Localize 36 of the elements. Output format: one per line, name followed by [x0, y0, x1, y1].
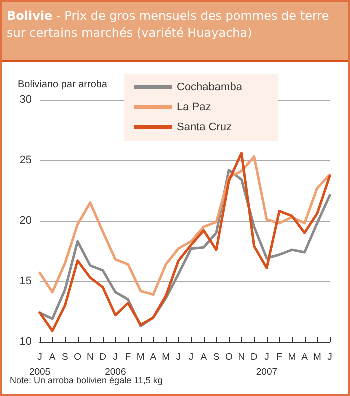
- line-series: [38, 156, 332, 296]
- y-tick-label: 15: [20, 276, 32, 288]
- y-tick-label: 10: [20, 336, 32, 348]
- x-tick-label: M: [288, 352, 296, 363]
- x-tick-label: A: [49, 352, 56, 363]
- x-tick-label: M: [136, 352, 145, 363]
- y-axis-title: Boliviano par arroba: [18, 80, 108, 90]
- x-tick-label: S: [62, 352, 68, 363]
- x-tick-label: J 2007: [256, 352, 278, 378]
- x-tick-label: J 2006: [105, 352, 126, 378]
- x-tick-label: A: [150, 352, 158, 363]
- x-tick-label: N: [238, 352, 246, 363]
- x-tick-label: J 2005: [29, 352, 51, 378]
- x-tick-label: A: [302, 352, 309, 363]
- y-tick-label: 30: [20, 94, 32, 106]
- legend-label: Santa Cruz: [177, 122, 232, 134]
- chart-title: Bolivie - Prix de gros mensuels des pommes de terre sur certains marchés (variété Huayacha): [2, 2, 348, 62]
- x-tick-label: O: [74, 352, 82, 363]
- y-tick-label: 20: [20, 215, 32, 227]
- x-tick-label: S: [213, 352, 220, 363]
- x-tick-label: A: [200, 352, 208, 363]
- x-tick-label: D: [250, 352, 258, 363]
- text: Note: Un arroba bolivien égale 11,5 kg: [10, 376, 163, 386]
- x-tick-label: F: [276, 352, 283, 363]
- legend-label: La Paz: [177, 102, 212, 114]
- x-tick-label: J: [328, 352, 333, 363]
- x-tick-label: M: [313, 352, 322, 363]
- x-tick-label: J: [188, 352, 194, 363]
- y-tick-label: 25: [20, 154, 32, 166]
- x-tick-label: F: [125, 352, 132, 363]
- x-tick-label: D: [100, 352, 107, 363]
- legend-label: Cochabamba: [177, 82, 244, 94]
- x-tick-label: N: [86, 352, 94, 363]
- x-tick-label: J: [176, 352, 182, 363]
- x-tick-label: O: [225, 352, 233, 363]
- x-tick-label: M: [162, 352, 170, 363]
